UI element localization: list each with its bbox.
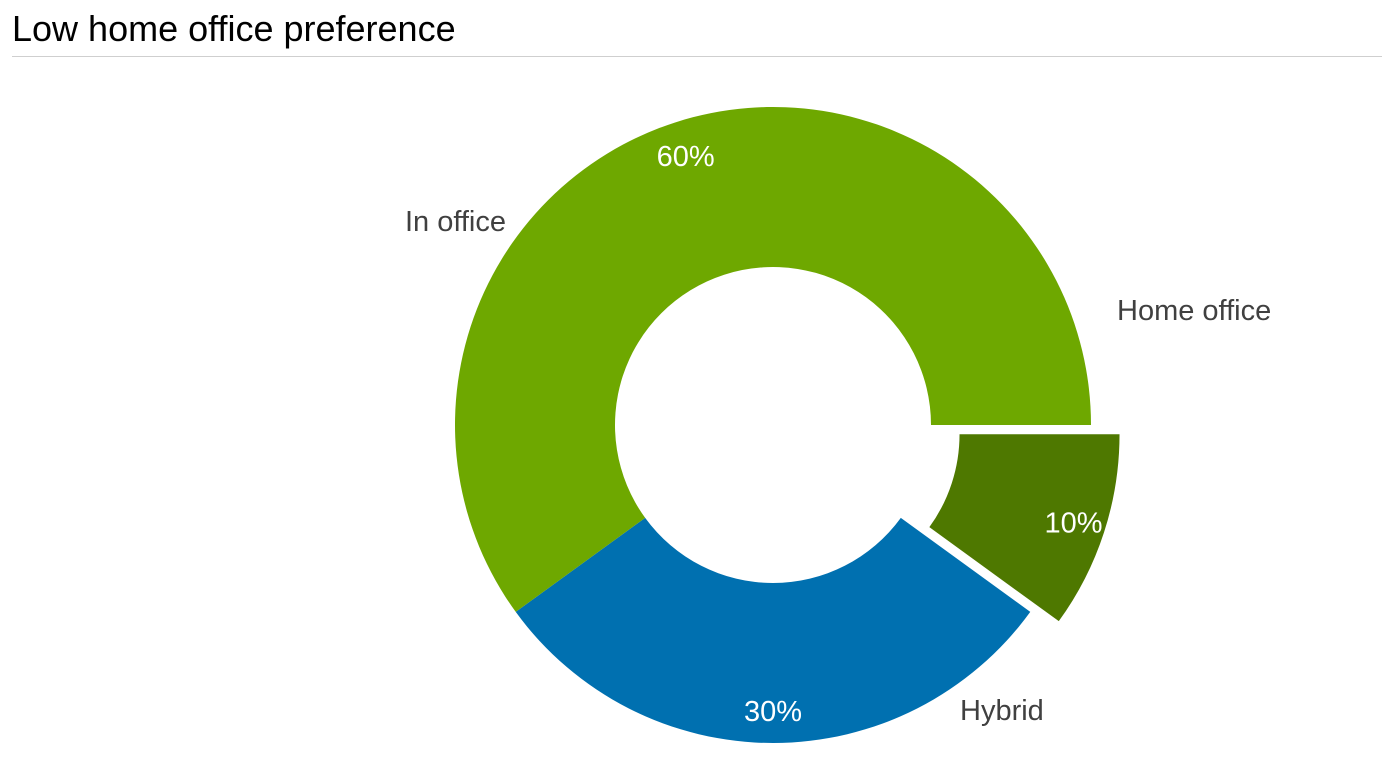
data-label-home-office: 10% bbox=[1045, 508, 1103, 540]
page-title: Low home office preference bbox=[12, 8, 456, 49]
donut-labels: 10% Home office 30% Hybrid 60% In office bbox=[405, 141, 1271, 728]
slice-in-office bbox=[455, 107, 1091, 612]
slice-hybrid bbox=[515, 517, 1031, 743]
data-label-in-office: 60% bbox=[657, 141, 715, 173]
slice-home-office bbox=[929, 434, 1120, 622]
category-label-home-office: Home office bbox=[1117, 295, 1271, 327]
title-divider bbox=[12, 56, 1382, 57]
data-label-hybrid: 30% bbox=[744, 696, 802, 728]
donut-slices bbox=[455, 107, 1120, 743]
category-label-in-office: In office bbox=[405, 206, 506, 238]
category-label-hybrid: Hybrid bbox=[960, 695, 1044, 727]
